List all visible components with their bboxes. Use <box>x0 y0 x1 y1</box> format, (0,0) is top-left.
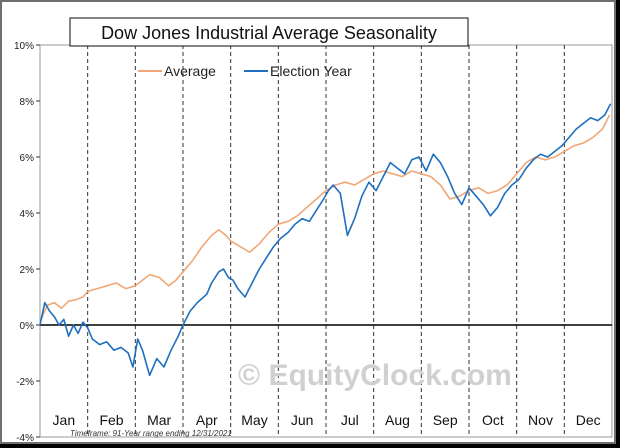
month-grid <box>87 45 565 437</box>
series-lines <box>39 103 612 377</box>
x-axis: Jan Feb Mar Apr May Jun Jul Aug Sep Oct Nov Dec <box>53 412 601 428</box>
y-tick-label: 8% <box>20 97 35 108</box>
y-tick-label: -4% <box>16 433 34 444</box>
watermark: © EquityClock.com <box>238 359 512 392</box>
y-tick-label: -2% <box>16 377 34 388</box>
title-box <box>69 17 469 47</box>
x-tick-label: May <box>241 412 267 428</box>
x-tick-label: Oct <box>482 412 504 428</box>
legend-label-election-year: Election Year <box>270 63 352 79</box>
timeframe-footnote: Timeframe: 91-Year range ending 12/31/20… <box>70 429 232 438</box>
x-tick-label: Jan <box>53 412 76 428</box>
y-tick-label: 6% <box>20 153 35 164</box>
y-tick-label: 10% <box>14 41 34 52</box>
x-tick-label: Sep <box>433 412 458 428</box>
y-tick-label: 0% <box>20 321 35 332</box>
y-axis: 10% 8% 6% 4% 2% 0% -2% -4% <box>14 41 40 444</box>
x-tick-label: Aug <box>385 412 410 428</box>
y-tick-label: 4% <box>20 209 35 220</box>
legend-label-average: Average <box>164 63 216 79</box>
x-tick-label: Feb <box>99 412 123 428</box>
x-tick-label: Jul <box>341 412 359 428</box>
legend: Average Election Year <box>138 63 352 79</box>
series-line-election-year <box>39 103 612 377</box>
x-tick-label: Apr <box>196 412 218 428</box>
series-line-average <box>39 114 611 323</box>
x-tick-label: Jun <box>291 412 314 428</box>
y-tick-label: 2% <box>20 265 35 276</box>
x-tick-label: Dec <box>576 412 601 428</box>
x-tick-label: Nov <box>528 412 553 428</box>
chart-title: Dow Jones Industrial Average Seasonality <box>101 23 437 43</box>
x-tick-label: Mar <box>147 412 171 428</box>
